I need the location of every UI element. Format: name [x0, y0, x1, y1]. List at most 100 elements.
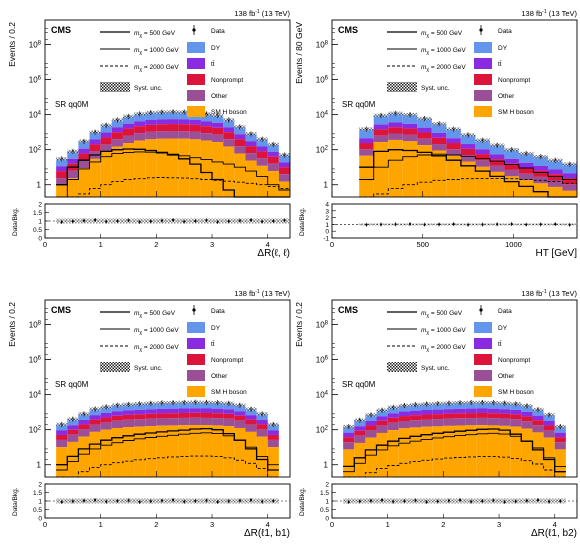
bar-3-11 [465, 418, 477, 426]
bar-0-19 [267, 144, 279, 152]
bar-1-19 [554, 432, 566, 438]
syst-band-5 [398, 403, 410, 408]
bar-3-8 [432, 419, 444, 427]
bar-4-13 [487, 425, 500, 477]
ratio-point-1 [379, 223, 383, 226]
ratio-point-2 [394, 223, 397, 226]
bar-1-1 [67, 425, 79, 430]
ratio-point-7 [467, 223, 470, 226]
legend-bkg-1: tt̄ [498, 60, 502, 68]
bar-0-0 [343, 426, 355, 433]
bar-3-9 [156, 418, 168, 426]
ytick-label-3: 106 [29, 76, 42, 85]
bar-2-10 [454, 413, 466, 419]
bar-3-6 [122, 419, 135, 428]
ratio-point-1 [71, 500, 74, 503]
bar-3-17 [245, 424, 257, 432]
legend-bkg-3: Other [211, 93, 228, 100]
syst-band-17 [245, 132, 257, 136]
xtick-label-2: 2 [154, 520, 158, 529]
bar-4-4 [387, 430, 399, 477]
ratio-ylabel: Data/Bkg. [12, 487, 19, 516]
xtick-label-2: 2 [154, 240, 158, 249]
ratio-tick-label-3: 1.5 [33, 210, 42, 217]
legend-bkg-4: SM H boson [498, 109, 534, 116]
bar-3-15 [223, 418, 235, 427]
bar-4-1 [67, 178, 79, 197]
bar-3-17 [245, 153, 257, 161]
ratio-tick-label-2: 1 [325, 499, 329, 506]
syst-band-5 [431, 122, 447, 126]
bar-2-5 [111, 132, 123, 140]
bar-3-1 [67, 434, 79, 442]
syst-band-11 [178, 110, 190, 114]
bar-2-5 [111, 415, 123, 421]
bar-3-7 [460, 155, 476, 162]
ratio-point-6 [127, 499, 130, 502]
bar-1-3 [402, 123, 418, 129]
ratio-point-16 [238, 499, 241, 502]
bar-4-19 [554, 449, 566, 477]
bar-4-0 [56, 447, 68, 477]
xtick-label-1: 1 [386, 520, 390, 529]
xtick-label-2: 1000 [505, 240, 522, 249]
bar-0-4 [100, 125, 112, 133]
bar-4-12 [189, 425, 201, 477]
bar-1-12 [476, 408, 488, 413]
ratio-tick-label-3: 1.5 [320, 490, 329, 497]
syst-band-2 [365, 413, 377, 417]
syst-band-16 [234, 125, 246, 129]
ratio-point-4 [423, 223, 426, 226]
bar-1-9 [156, 119, 168, 125]
xtick-label-3: 3 [497, 520, 501, 529]
bar-3-1 [67, 170, 79, 179]
bar-2-3 [89, 419, 101, 425]
ratio-point-18 [548, 500, 551, 503]
syst-band-2 [78, 139, 90, 144]
legend-data-marker [192, 308, 196, 312]
bar-2-17 [245, 419, 257, 425]
ratio-tick-label-4: 2 [325, 482, 329, 489]
bar-3-2 [365, 430, 377, 438]
bar-3-6 [446, 149, 461, 156]
bar-4-9 [443, 425, 455, 477]
syst-band-4 [100, 123, 112, 127]
legend-bkg-2: Nonprompt [498, 357, 530, 364]
ratio-ylabel: Data/Bkg. [12, 207, 19, 236]
ratio-ylabel: Data/Bkg. [299, 207, 306, 236]
ytick-label-4: 108 [29, 41, 42, 50]
ratio-tick-label-3: 1.5 [33, 490, 42, 497]
bar-2-11 [178, 124, 190, 132]
ratio-point-6 [414, 499, 417, 502]
bar-2-13 [547, 174, 563, 181]
syst-band-2 [388, 111, 403, 115]
bar-0-9 [156, 112, 168, 120]
bar-2-18 [256, 424, 268, 430]
syst-band-11 [465, 400, 477, 405]
ratio-point-0 [60, 220, 63, 224]
bar-2-0 [359, 143, 374, 150]
bar-3-12 [476, 417, 488, 426]
ytick-label-2: 104 [29, 391, 42, 400]
bar-2-7 [134, 126, 146, 134]
ratio-tick-label-2: 1 [325, 222, 329, 229]
xtick-label-2: 2 [441, 520, 445, 529]
bar-4-0 [359, 155, 374, 197]
bar-4-2 [78, 168, 90, 197]
syst-band-1 [67, 149, 79, 154]
legend-data-marker [192, 28, 196, 32]
legend-bkg-swatch-2 [474, 74, 492, 85]
ytick-label-4: 108 [29, 321, 42, 330]
legend-bkg-swatch-4 [474, 386, 492, 397]
bar-1-18 [256, 419, 268, 425]
bar-3-3 [89, 424, 101, 432]
bar-0-13 [200, 113, 213, 122]
syst-band-7 [134, 112, 146, 116]
ratio-point-9 [496, 223, 499, 226]
ytick-label-2: 104 [29, 111, 42, 120]
bar-1-15 [223, 127, 235, 133]
bar-2-12 [189, 412, 201, 418]
legend-signal-1: mχ = 1000 GeV [134, 327, 179, 336]
